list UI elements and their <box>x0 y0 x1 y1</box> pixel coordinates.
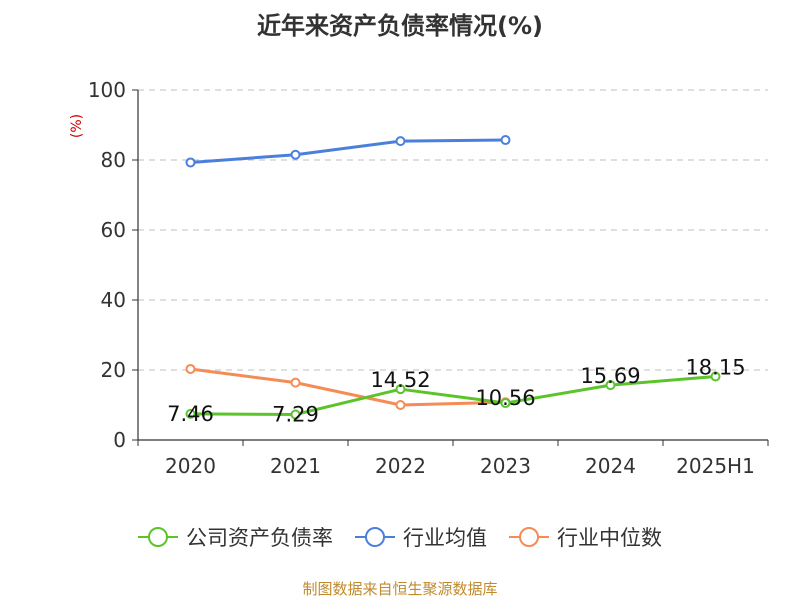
chart-title: 近年来资产负债率情况(%) <box>257 12 543 40</box>
y-tick-label: 40 <box>101 288 126 312</box>
data-label: 15.69 <box>580 364 640 388</box>
x-tick-label: 2025H1 <box>676 454 755 478</box>
data-point <box>605 380 616 391</box>
legend-marker-industry-median <box>509 527 549 547</box>
x-tick-label: 2021 <box>270 454 321 478</box>
data-source-note: 制图数据来自恒生聚源数据库 <box>302 580 498 598</box>
y-tick-label: 100 <box>88 78 126 102</box>
data-point <box>290 149 301 160</box>
data-point <box>185 157 196 168</box>
y-tick-label: 0 <box>113 428 126 452</box>
data-point <box>185 363 196 374</box>
y-tick-label: 60 <box>101 218 126 242</box>
data-point <box>395 136 406 147</box>
legend-label-industry-median: 行业中位数 <box>557 526 662 550</box>
data-point <box>185 408 196 419</box>
series-line <box>190 138 506 164</box>
y-tick-label: 80 <box>101 148 126 172</box>
legend-marker-industry-mean <box>355 527 395 547</box>
data-label: 18.15 <box>685 355 745 379</box>
legend-label-industry-mean: 行业均值 <box>403 526 487 550</box>
data-point <box>290 409 301 420</box>
data-point <box>710 371 721 382</box>
data-point <box>500 398 511 409</box>
x-tick-label: 2024 <box>585 454 636 478</box>
legend-item-industry-median[interactable]: 行业中位数 <box>509 522 662 552</box>
data-label: 14.52 <box>370 368 430 392</box>
x-tick-label: 2020 <box>165 454 216 478</box>
legend-item-industry-mean[interactable]: 行业均值 <box>355 522 487 552</box>
x-tick-label: 2023 <box>480 454 531 478</box>
y-axis-label: (%) <box>69 114 85 138</box>
data-point <box>395 400 406 410</box>
data-label: 10.56 <box>475 386 535 410</box>
data-point <box>500 135 511 146</box>
series-line <box>190 367 506 407</box>
legend-label-company: 公司资产负债率 <box>186 526 333 550</box>
legend: 公司资产负债率 行业均值 行业中位数 <box>0 522 800 552</box>
x-tick-label: 2022 <box>375 454 426 478</box>
legend-item-company[interactable]: 公司资产负债率 <box>138 522 333 552</box>
y-tick-label: 20 <box>101 358 126 382</box>
data-label: 7.46 <box>167 402 214 426</box>
data-label: 7.29 <box>272 402 319 426</box>
series-line <box>190 374 716 416</box>
data-point <box>290 377 301 388</box>
data-point <box>395 384 406 395</box>
legend-marker-company <box>138 527 178 547</box>
